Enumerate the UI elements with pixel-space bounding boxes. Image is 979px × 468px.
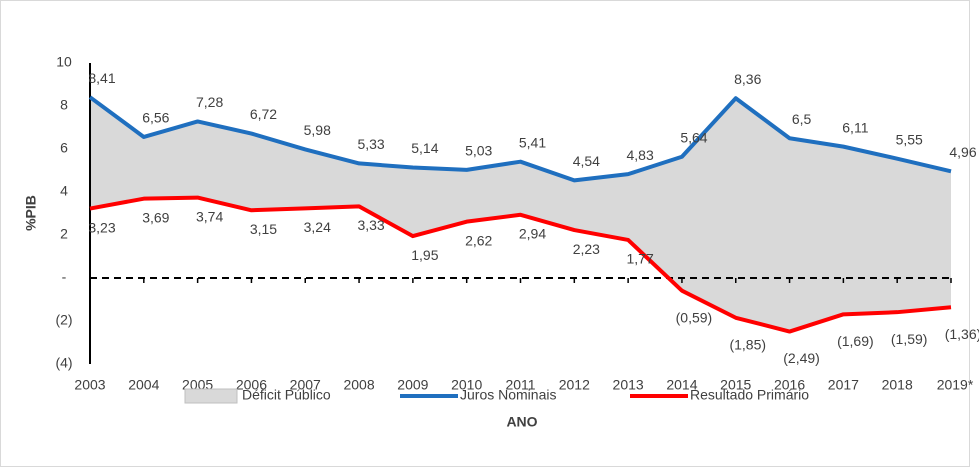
data-label: 3,69 xyxy=(142,209,169,225)
data-label: 6,56 xyxy=(142,110,169,126)
data-label: 8,36 xyxy=(734,71,761,87)
data-label: 2,62 xyxy=(465,232,492,248)
data-label: 3,74 xyxy=(196,208,223,224)
y-tick-label: 2 xyxy=(60,226,68,242)
x-tick-label: 2013 xyxy=(613,377,644,393)
data-label: 6,11 xyxy=(842,119,868,135)
x-tick-label: 2014 xyxy=(666,377,697,393)
data-label: 6,72 xyxy=(250,106,277,122)
data-label: (1,36) xyxy=(945,326,979,342)
legend-label: Déficit Público xyxy=(242,387,331,403)
x-tick-label: 2015 xyxy=(720,377,751,393)
data-label: 3,33 xyxy=(357,217,384,233)
y-tick-label: (4) xyxy=(55,355,72,371)
data-label: 2,94 xyxy=(519,225,546,241)
x-tick-label: 2009 xyxy=(397,377,428,393)
line xyxy=(88,95,952,183)
data-label: 5,33 xyxy=(357,136,384,152)
data-label: (2,49) xyxy=(783,350,820,366)
y-tick-label: 10 xyxy=(56,54,72,70)
data-label: 4,96 xyxy=(949,144,976,160)
data-label: 5,98 xyxy=(304,122,331,138)
data-label: 3,24 xyxy=(304,219,331,235)
x-tick-label: 2019* xyxy=(937,377,974,393)
legend-swatch xyxy=(184,388,238,404)
data-label: 5,64 xyxy=(680,129,707,145)
x-tick-label: 2004 xyxy=(128,377,159,393)
data-label: 4,54 xyxy=(573,153,600,169)
x-tick-label: 2016 xyxy=(774,377,805,393)
x-tick-label: 2017 xyxy=(828,377,859,393)
data-label: (1,59) xyxy=(891,331,928,347)
y-tick-label: 6 xyxy=(60,140,68,156)
x-tick-label: 2008 xyxy=(343,377,374,393)
data-label: (1,69) xyxy=(837,333,874,349)
x-tick-label: 2003 xyxy=(74,377,105,393)
x-tick-label: 2011 xyxy=(505,377,535,393)
legend-label: Resultado Primário xyxy=(690,387,809,403)
data-label: 4,83 xyxy=(627,147,654,163)
legend-label: Juros Nominais xyxy=(460,387,556,403)
x-tick-label: 2018 xyxy=(882,377,913,393)
y-tick-label: 8 xyxy=(60,97,68,113)
x-axis-label: ANO xyxy=(506,414,537,430)
x-tick-label: 2010 xyxy=(451,377,482,393)
data-label: (0,59) xyxy=(676,309,713,325)
data-label: 7,28 xyxy=(196,94,223,110)
data-label: 1,95 xyxy=(411,247,438,263)
data-label: 3,23 xyxy=(88,219,115,235)
data-label: 5,03 xyxy=(465,143,492,159)
line xyxy=(89,195,952,334)
y-tick-label: - xyxy=(62,269,67,285)
data-label: 3,15 xyxy=(250,221,277,237)
data-label: 5,41 xyxy=(519,134,546,150)
data-label: 2,23 xyxy=(573,241,600,257)
x-tick-label: 2007 xyxy=(290,377,321,393)
data-label: 5,14 xyxy=(411,140,438,156)
y-axis-label: %PIB xyxy=(23,195,39,231)
data-label: 5,55 xyxy=(896,131,923,147)
x-tick-label: 2012 xyxy=(559,377,590,393)
data-label: 1,77 xyxy=(627,251,654,267)
data-label: 6,5 xyxy=(792,111,812,127)
x-tick-label: 2006 xyxy=(236,377,267,393)
y-tick-label: (2) xyxy=(55,312,72,328)
y-tick-label: 4 xyxy=(60,183,68,199)
data-label: 8,41 xyxy=(88,70,115,86)
data-label: (1,85) xyxy=(729,336,766,352)
